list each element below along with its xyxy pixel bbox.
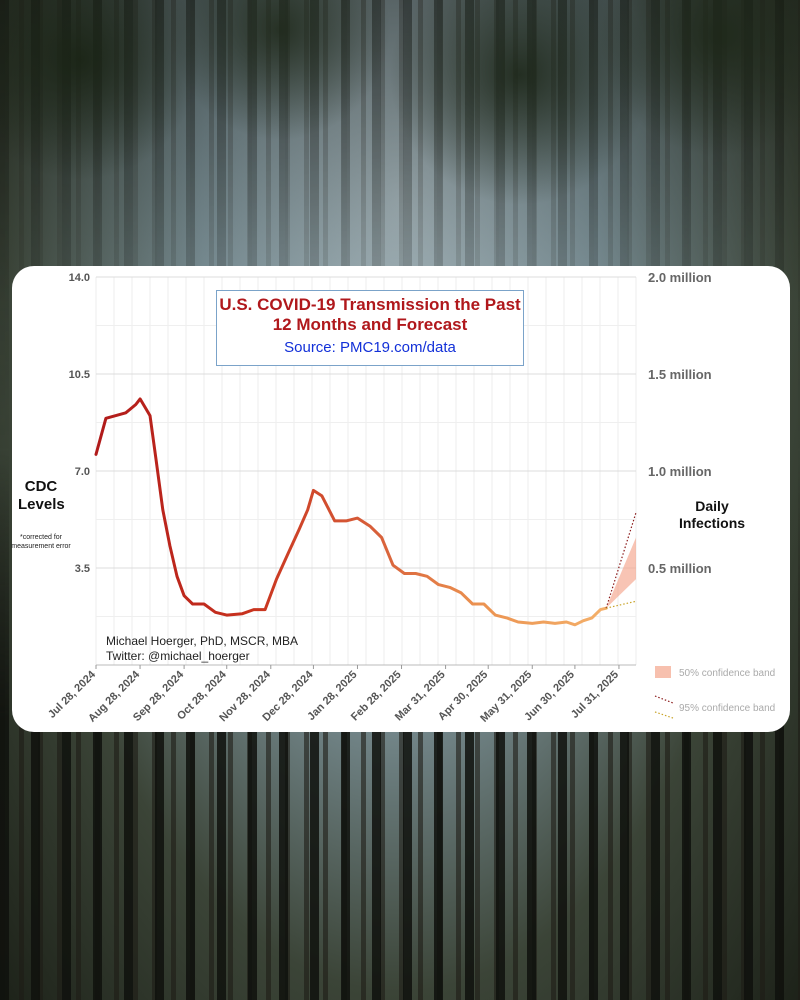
author-name: Michael Hoerger, PhD, MSCR, MBA [106,634,299,648]
y-right-tick-label: 2.0 million [648,270,712,285]
chart-subtitle: Source: PMC19.com/data [284,339,456,356]
y-left-tick-label: 7.0 [75,466,90,478]
left-axis-note: *corrected for measurement error [11,534,71,550]
legend-label-95: 95% confidence band [679,703,775,714]
author-credit: Michael Hoerger, PhD, MSCR, MBA Twitter:… [106,634,298,664]
chart-title-box: U.S. COVID-19 Transmission the Past 12 M… [216,290,524,366]
y-left-tick-label: 10.5 [69,369,90,381]
chart-title: U.S. COVID-19 Transmission the Past 12 M… [219,295,521,334]
legend-label-50: 50% confidence band [679,668,775,679]
x-tick-label: Jul 31, 2025 [569,669,621,721]
series-line [94,397,608,627]
author-twitter: Twitter: @michael_hoerger [106,649,250,663]
legend-swatch-95-lower [654,711,674,719]
y-right-tick-label: 1.0 million [648,464,712,479]
legend-swatch-50 [655,666,671,678]
left-axis-label: CDC Levels [18,478,65,513]
canopy-background [0,0,800,300]
y-left-tick-label: 3.5 [75,563,90,575]
forecast-band-50 [606,537,636,609]
forecast-band-95-lower [606,600,637,609]
right-axis-label: Daily Infections [678,498,746,531]
y-left-tick-label: 14.0 [69,272,90,284]
y-right-tick-label: 0.5 million [648,561,712,576]
forecast-band-95-upper [605,512,637,609]
legend-swatch-95-upper [654,695,674,704]
y-right-tick-label: 1.5 million [648,367,712,382]
chart-svg: 3.5 7.0 10.5 14.0 0.5 million 1.0 million 1.5 … [46,270,775,725]
